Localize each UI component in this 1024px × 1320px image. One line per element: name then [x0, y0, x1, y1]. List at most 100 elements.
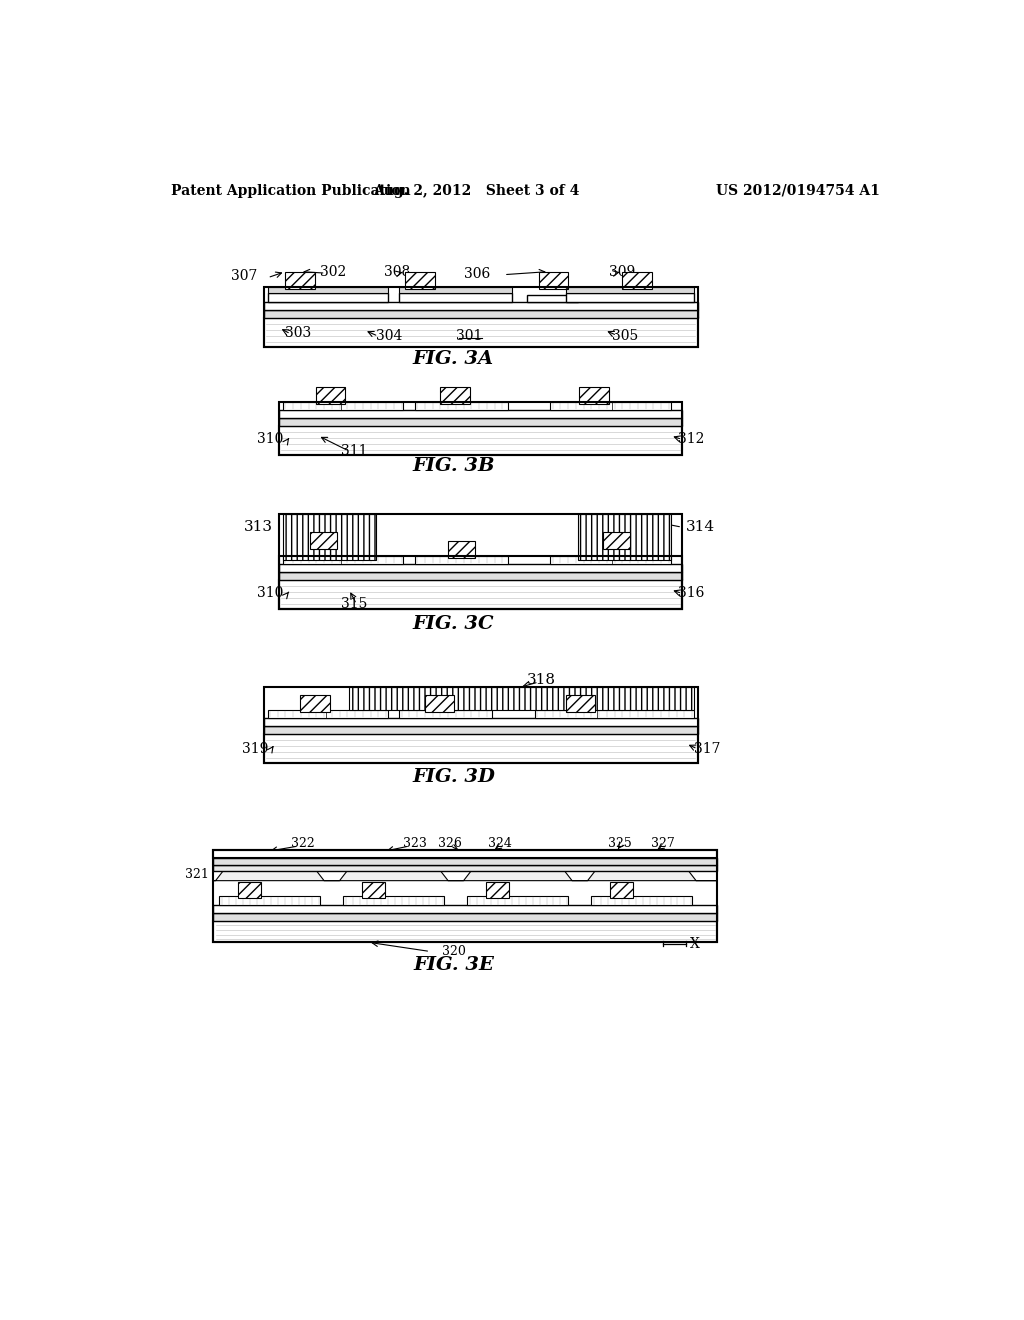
- Text: Patent Application Publication: Patent Application Publication: [171, 183, 411, 198]
- Bar: [539, 272, 568, 289]
- Bar: [213, 921, 717, 942]
- Bar: [399, 710, 493, 718]
- Bar: [267, 710, 388, 718]
- Bar: [550, 403, 671, 411]
- Text: 310: 310: [257, 586, 284, 601]
- Bar: [315, 387, 345, 404]
- Bar: [280, 579, 682, 609]
- Bar: [343, 896, 444, 906]
- Bar: [280, 564, 682, 572]
- Bar: [535, 710, 693, 718]
- Text: 304: 304: [376, 329, 402, 342]
- Text: 303: 303: [286, 326, 311, 341]
- Bar: [566, 293, 693, 302]
- Bar: [283, 515, 376, 561]
- Bar: [425, 696, 455, 711]
- Bar: [263, 718, 697, 726]
- Text: 308: 308: [384, 265, 410, 280]
- Bar: [415, 403, 508, 411]
- Bar: [213, 850, 717, 858]
- Bar: [263, 688, 697, 763]
- Bar: [300, 696, 330, 711]
- Text: 323: 323: [402, 837, 427, 850]
- Text: 324: 324: [488, 837, 512, 850]
- Text: FIG. 3A: FIG. 3A: [413, 350, 494, 367]
- Bar: [267, 293, 388, 302]
- Text: 312: 312: [678, 433, 705, 446]
- Text: 326: 326: [437, 837, 462, 850]
- Bar: [283, 403, 403, 411]
- Bar: [280, 515, 682, 609]
- Bar: [362, 882, 385, 898]
- Bar: [578, 515, 671, 561]
- Bar: [267, 286, 388, 293]
- Bar: [263, 310, 697, 318]
- Bar: [286, 272, 314, 289]
- Text: 301: 301: [456, 329, 482, 342]
- Bar: [603, 532, 630, 549]
- Text: 320: 320: [441, 945, 466, 958]
- Bar: [467, 896, 568, 906]
- Polygon shape: [213, 871, 717, 880]
- Bar: [213, 913, 717, 921]
- Bar: [415, 557, 508, 564]
- Text: 310: 310: [257, 433, 284, 446]
- Bar: [566, 696, 595, 711]
- Text: FIG. 3C: FIG. 3C: [413, 615, 495, 634]
- Text: 305: 305: [612, 329, 639, 342]
- Bar: [213, 906, 717, 913]
- Bar: [550, 557, 671, 564]
- Bar: [263, 726, 697, 734]
- Text: Aug. 2, 2012   Sheet 3 of 4: Aug. 2, 2012 Sheet 3 of 4: [374, 183, 580, 198]
- Text: 322: 322: [291, 837, 314, 850]
- Text: 318: 318: [527, 673, 556, 686]
- Bar: [623, 272, 652, 289]
- Bar: [592, 896, 692, 906]
- Bar: [349, 688, 693, 710]
- Text: 311: 311: [341, 444, 368, 458]
- Bar: [280, 418, 682, 425]
- Bar: [213, 866, 717, 871]
- Bar: [263, 734, 697, 763]
- Bar: [610, 882, 633, 898]
- Bar: [263, 302, 697, 310]
- Bar: [399, 286, 512, 293]
- Bar: [280, 425, 682, 455]
- Bar: [213, 858, 717, 866]
- Bar: [263, 318, 697, 347]
- Bar: [280, 411, 682, 418]
- Bar: [486, 882, 509, 898]
- Text: 321: 321: [185, 869, 209, 880]
- Bar: [406, 272, 435, 289]
- Text: 314: 314: [686, 520, 715, 535]
- Bar: [310, 532, 337, 549]
- Text: 316: 316: [678, 586, 705, 601]
- Bar: [280, 572, 682, 579]
- Bar: [449, 541, 475, 558]
- Text: X: X: [690, 937, 700, 950]
- Text: 325: 325: [608, 837, 632, 850]
- Text: 315: 315: [341, 597, 368, 611]
- Bar: [283, 557, 403, 564]
- Text: FIG. 3D: FIG. 3D: [412, 768, 495, 785]
- Bar: [280, 403, 682, 455]
- Bar: [213, 850, 717, 942]
- Bar: [440, 387, 470, 404]
- Bar: [219, 896, 321, 906]
- Text: FIG. 3B: FIG. 3B: [413, 458, 495, 475]
- Bar: [280, 557, 682, 609]
- Text: FIG. 3E: FIG. 3E: [413, 957, 494, 974]
- Text: 302: 302: [321, 265, 346, 280]
- Text: 317: 317: [693, 742, 720, 756]
- Text: 327: 327: [651, 837, 675, 850]
- Text: 306: 306: [464, 267, 489, 281]
- Text: 319: 319: [242, 742, 268, 756]
- Bar: [238, 882, 261, 898]
- Text: 313: 313: [244, 520, 273, 535]
- Bar: [263, 286, 697, 347]
- Bar: [579, 387, 608, 404]
- Text: 307: 307: [231, 269, 257, 284]
- Bar: [527, 294, 578, 302]
- Text: US 2012/0194754 A1: US 2012/0194754 A1: [716, 183, 880, 198]
- Bar: [566, 286, 693, 293]
